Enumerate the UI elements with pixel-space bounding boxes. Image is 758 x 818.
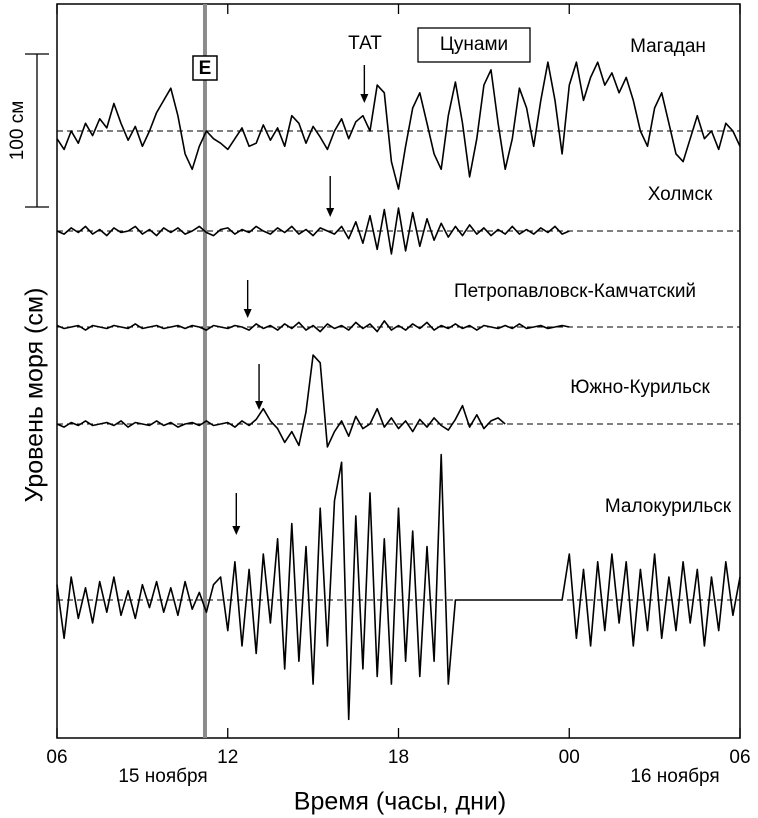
series-line [56, 320, 570, 333]
x-tick-label: 06 [46, 747, 67, 768]
arrival-head [326, 208, 335, 217]
event-box [192, 55, 218, 81]
event-label: E [199, 58, 212, 79]
series-line [56, 61, 741, 190]
annotation-box [417, 27, 531, 63]
arrival-head [255, 401, 264, 410]
series-label: Петропавловск-Камчатский [454, 281, 696, 302]
date-label: 15 ноября [118, 766, 207, 787]
scale-label: 100 см [7, 101, 28, 161]
annotation: Цунами [440, 34, 508, 55]
series-label: Южно-Курильск [570, 377, 710, 398]
annotation: ТАТ [348, 33, 382, 54]
arrival-head [243, 309, 252, 318]
series-label: Малокурильск [605, 496, 732, 517]
x-tick-label: 12 [217, 747, 238, 768]
x-tick-label: 18 [388, 747, 409, 768]
series-label: Холмск [648, 184, 713, 205]
date-label: 16 ноября [630, 766, 719, 787]
series-label: Магадан [630, 36, 706, 57]
arrival-head [360, 94, 369, 103]
series-line [56, 453, 741, 721]
y-axis-label: Уровень моря (см) [21, 288, 49, 503]
plot-frame [56, 3, 741, 739]
arrival-head [232, 526, 241, 535]
x-tick-label: 06 [729, 747, 750, 768]
series-line [56, 207, 570, 255]
x-tick-label: 00 [559, 747, 580, 768]
x-axis-label: Время (часы, дни) [294, 788, 506, 816]
series-line [56, 354, 506, 448]
